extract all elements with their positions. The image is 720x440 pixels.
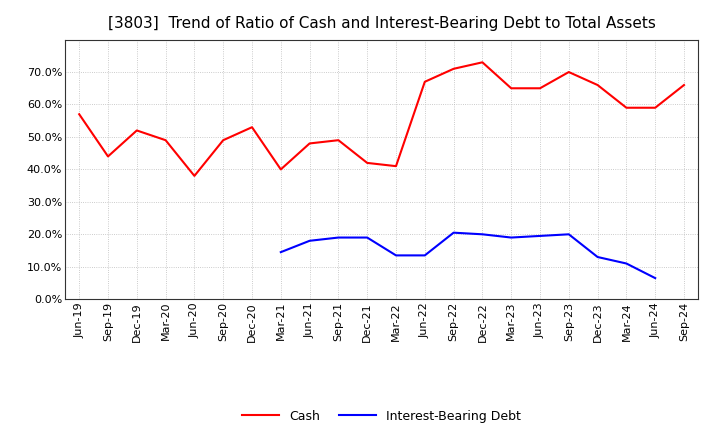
Cash xyxy=(593,82,602,88)
Interest-Bearing Debt xyxy=(507,235,516,240)
Cash xyxy=(132,128,141,133)
Line: Interest-Bearing Debt: Interest-Bearing Debt xyxy=(281,233,655,278)
Interest-Bearing Debt xyxy=(622,261,631,266)
Interest-Bearing Debt xyxy=(564,231,573,237)
Cash xyxy=(392,164,400,169)
Interest-Bearing Debt xyxy=(363,235,372,240)
Interest-Bearing Debt xyxy=(478,231,487,237)
Interest-Bearing Debt xyxy=(593,254,602,260)
Interest-Bearing Debt xyxy=(305,238,314,243)
Cash xyxy=(651,105,660,110)
Interest-Bearing Debt xyxy=(651,275,660,281)
Line: Cash: Cash xyxy=(79,62,684,176)
Cash xyxy=(420,79,429,84)
Cash xyxy=(680,82,688,88)
Interest-Bearing Debt xyxy=(420,253,429,258)
Cash xyxy=(564,70,573,75)
Cash xyxy=(219,138,228,143)
Cash xyxy=(305,141,314,146)
Cash xyxy=(478,60,487,65)
Cash xyxy=(190,173,199,179)
Interest-Bearing Debt xyxy=(536,233,544,238)
Cash xyxy=(507,86,516,91)
Cash xyxy=(536,86,544,91)
Cash xyxy=(622,105,631,110)
Interest-Bearing Debt xyxy=(392,253,400,258)
Interest-Bearing Debt xyxy=(276,249,285,255)
Cash xyxy=(104,154,112,159)
Legend: Cash, Interest-Bearing Debt: Cash, Interest-Bearing Debt xyxy=(237,405,526,428)
Interest-Bearing Debt xyxy=(334,235,343,240)
Cash xyxy=(449,66,458,71)
Cash xyxy=(363,160,372,165)
Title: [3803]  Trend of Ratio of Cash and Interest-Bearing Debt to Total Assets: [3803] Trend of Ratio of Cash and Intere… xyxy=(108,16,655,32)
Cash xyxy=(276,167,285,172)
Cash xyxy=(248,125,256,130)
Cash xyxy=(334,138,343,143)
Interest-Bearing Debt xyxy=(449,230,458,235)
Cash xyxy=(75,112,84,117)
Cash xyxy=(161,138,170,143)
